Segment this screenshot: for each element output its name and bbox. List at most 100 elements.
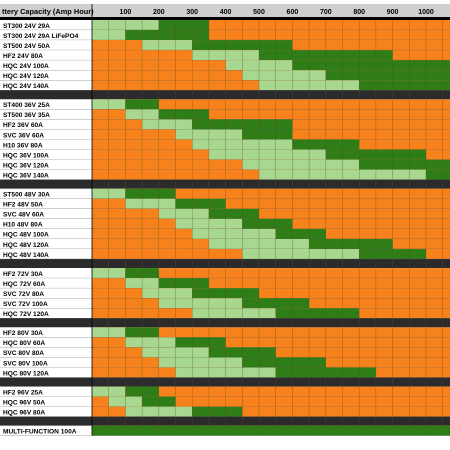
row-label-cell	[0, 70, 92, 81]
row-label: ST300 24V 29A	[3, 23, 50, 30]
x-tick-label: 100	[120, 9, 132, 16]
row-label-cell	[0, 278, 92, 289]
cell-light-green	[142, 40, 193, 51]
row-label-cell	[0, 337, 92, 348]
row-label: SVC 48V 60A	[3, 212, 44, 219]
row-label: ST500 48V 30A	[3, 192, 50, 199]
row-label: HF2 96V 25A	[3, 389, 43, 396]
cell-orange	[92, 406, 450, 417]
row-label-cell	[0, 80, 92, 91]
row-label: SVC 80V 80A	[3, 350, 44, 357]
group-separator	[0, 259, 450, 269]
row-label-cell	[0, 367, 92, 378]
cell-orange	[92, 198, 450, 209]
row-label-cell	[0, 268, 92, 279]
cell-orange	[92, 20, 450, 31]
row-label: HQC 48V 120A	[3, 242, 49, 249]
row-label: SVC 80V 100A	[3, 360, 48, 367]
row-label: H10 36V 80A	[3, 142, 43, 149]
group-separator	[0, 416, 450, 426]
cell-orange	[92, 278, 450, 289]
row-label: HQC 80V 60A	[3, 340, 45, 347]
row-label-cell	[0, 357, 92, 368]
row-label-cell	[0, 30, 92, 41]
cell-orange	[92, 396, 450, 407]
cell-dark-green	[242, 129, 293, 140]
row-label-cell	[0, 386, 92, 397]
cell-light-green	[158, 357, 243, 368]
row-label-cell	[0, 425, 92, 436]
cell-orange	[92, 288, 450, 299]
cell-dark-green	[242, 218, 293, 229]
row-label-cell	[0, 50, 92, 61]
cell-light-green	[242, 159, 360, 170]
group-separator	[0, 179, 450, 189]
cell-dark-green	[359, 80, 450, 91]
row-label: HQC 96V 80A	[3, 409, 45, 416]
row-label: HF2 48V 50A	[3, 202, 43, 209]
row-label: HQC 36V 100A	[3, 152, 49, 159]
cell-dark-green	[125, 30, 209, 41]
cell-light-green	[142, 288, 193, 299]
row-label-cell	[0, 169, 92, 180]
chart-title: ttery Capacity (Amp Hour)	[2, 7, 94, 16]
x-tick-label: 300	[186, 9, 198, 16]
row-label: HQC 24V 140A	[3, 83, 49, 90]
cell-orange	[92, 327, 450, 338]
row-label: ST300 24V 29A LiFePO4	[3, 33, 79, 40]
row-label: HQC 80V 120A	[3, 370, 49, 377]
cell-dark-green	[208, 208, 259, 219]
x-tick-label: 500	[253, 9, 265, 16]
row-label-cell	[0, 139, 92, 150]
row-label-cell	[0, 406, 92, 417]
row-label-cell	[0, 308, 92, 319]
cell-dark-green	[242, 357, 326, 368]
cell-light-green	[125, 337, 176, 348]
cell-dark-green	[92, 425, 450, 436]
x-tick-label: 1000	[418, 9, 434, 16]
row-label-cell	[0, 298, 92, 309]
row-label: HF2 24V 80A	[3, 53, 43, 60]
row-label-cell	[0, 188, 92, 199]
row-label: ST500 24V 50A	[3, 43, 50, 50]
row-label-cell	[0, 288, 92, 299]
group-separator	[0, 377, 450, 387]
row-label-cell	[0, 239, 92, 250]
cell-dark-green	[275, 228, 326, 239]
cell-light-green	[125, 198, 176, 209]
cell-dark-green	[158, 278, 209, 289]
x-tick-label: 600	[287, 9, 299, 16]
row-label-cell	[0, 159, 92, 170]
cell-dark-green	[158, 109, 209, 120]
row-label-cell	[0, 228, 92, 239]
row-label: HQC 48V 140A	[3, 252, 49, 259]
cell-dark-green	[275, 308, 360, 319]
row-label: HQC 96V 50A	[3, 399, 45, 406]
x-tick-label: 700	[320, 9, 332, 16]
group-separator	[0, 318, 450, 328]
header-bar	[0, 4, 450, 17]
row-label-cell	[0, 347, 92, 358]
cell-orange	[92, 337, 450, 348]
row-label: ST400 36V 25A	[3, 102, 50, 109]
row-label: SVC 72V 80A	[3, 291, 44, 298]
cell-light-green	[158, 298, 243, 309]
row-label: HQC 48V 100A	[3, 232, 49, 239]
row-label: ST500 36V 35A	[3, 112, 50, 119]
row-label-cell	[0, 149, 92, 160]
row-label-cell	[0, 109, 92, 120]
row-label: HF2 80V 30A	[3, 330, 43, 337]
cell-dark-green	[359, 159, 450, 170]
row-label-cell	[0, 129, 92, 140]
row-label-cell	[0, 396, 92, 407]
row-label-cell	[0, 198, 92, 209]
x-tick-label: 900	[387, 9, 399, 16]
cell-dark-green	[158, 20, 209, 31]
row-label-cell	[0, 327, 92, 338]
cell-light-green	[192, 308, 276, 319]
row-label: HF2 36V 60A	[3, 122, 43, 129]
row-label: SVC 72V 100A	[3, 301, 48, 308]
x-tick-label: 200	[153, 9, 165, 16]
row-label: HQC 36V 120A	[3, 162, 49, 169]
